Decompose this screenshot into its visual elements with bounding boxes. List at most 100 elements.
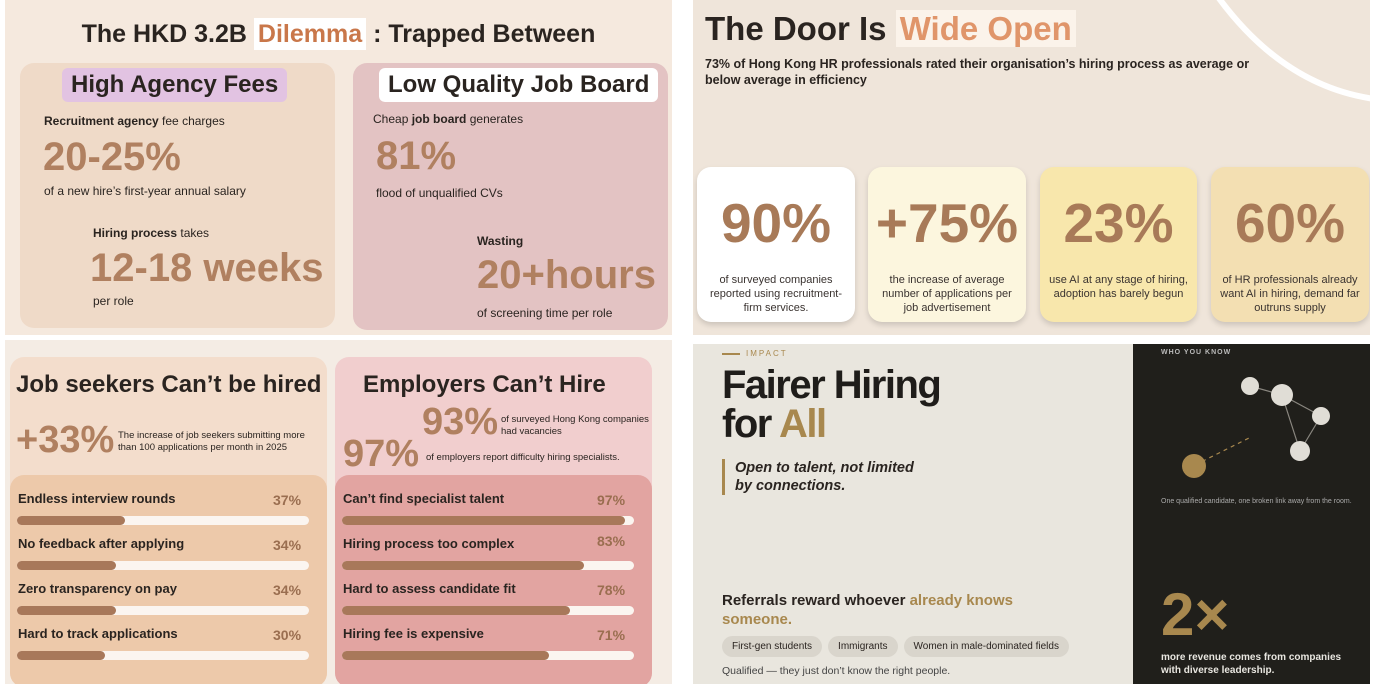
caption: of surveyed Hong Kong companies had vaca…: [501, 414, 649, 437]
bar: [17, 606, 117, 615]
stat: 97%: [343, 433, 420, 475]
agency-card: High Agency Fees Recruitment agency fee …: [20, 63, 335, 328]
bar-label: Can’t find specialist talent: [343, 491, 505, 506]
stat: 23%: [1063, 192, 1174, 254]
caption: of surveyed companies reported using rec…: [709, 274, 843, 314]
text: fee charges: [162, 114, 225, 128]
caption: more revenue comes from companies with d…: [1161, 652, 1342, 676]
stat: 20-25%: [43, 135, 181, 179]
bar-label: Zero transparency on pay: [18, 581, 177, 596]
bar-track: [17, 561, 309, 570]
seekers-card: Job seekers Can’t be hired +33% The incr…: [10, 357, 327, 684]
text: Wasting: [477, 234, 524, 248]
referral: Referrals reward whoever already knows s…: [722, 591, 1052, 629]
impact-panel: IMPACT Fairer Hiring for All Open to tal…: [693, 344, 1133, 684]
bold-text: Recruitment agency: [44, 114, 159, 128]
stat: 2×: [1161, 581, 1230, 648]
caption: use AI at any stage of hiring, adoption …: [1049, 274, 1188, 300]
tag: Women in male-dominated fields: [903, 636, 1069, 657]
stat: +75%: [875, 192, 1019, 254]
stat: +33%: [16, 419, 115, 461]
eyebrow-text: IMPACT: [746, 349, 788, 358]
caption: The increase of job seekers submitting m…: [118, 430, 305, 453]
stat: 12-18 weeks: [90, 246, 324, 290]
dilemma-panel: The HKD 3.2B Dilemma : Trapped Between H…: [5, 0, 672, 335]
bar: [17, 561, 117, 570]
bar-value-label: 83%: [597, 533, 626, 549]
caption: the increase of average number of applic…: [882, 274, 1012, 314]
job-board-card: Low Quality Job Board Cheap job board ge…: [353, 63, 668, 330]
eyebrow: WHO YOU KNOW: [1161, 349, 1232, 356]
title-highlight: Wide Open: [895, 10, 1076, 47]
bar-label: Hiring process too complex: [343, 536, 515, 551]
decor-arc: [1216, 0, 1370, 102]
quote: Open to talent, not limited by connectio…: [722, 459, 932, 495]
gap-panel: Job seekers Can’t be hired +33% The incr…: [5, 340, 672, 684]
side-panel: WHO YOU KNOW One qualified candidate, on…: [1133, 344, 1370, 684]
title-text: : Trapped Between: [373, 20, 596, 48]
line: Hiring process takes: [93, 226, 209, 240]
caption: of employers report difficulty hiring sp…: [426, 452, 620, 463]
caption: per role: [93, 294, 134, 308]
bar-label: Hiring fee is expensive: [343, 626, 484, 641]
bold-text: Hiring process: [93, 226, 178, 240]
bar-label: No feedback after applying: [18, 536, 185, 551]
stat: 20+hours: [477, 253, 656, 297]
bar-track: [17, 606, 309, 615]
bar: [342, 651, 550, 660]
caption: of HR professionals already want AI in h…: [1220, 274, 1360, 314]
bar-track: [17, 516, 309, 525]
bar-track: [17, 651, 309, 660]
title-text: for: [722, 402, 772, 446]
bar-value-label: 34%: [273, 537, 302, 553]
impact-title: Fairer Hiring for All: [722, 363, 942, 446]
tag: First-gen students: [722, 636, 823, 657]
employers-card: Employers Can’t Hire 93% of surveyed Hon…: [335, 357, 652, 684]
card-heading: Job seekers Can’t be hired: [16, 371, 322, 398]
bar-label: Hard to track applications: [18, 626, 178, 641]
stat-card: 90% of surveyed companies reported using …: [697, 167, 855, 322]
caption: of screening time per role: [477, 306, 613, 320]
bar-area: Endless interview rounds 37% No feedback a…: [10, 475, 327, 684]
tag: Immigrants: [828, 636, 898, 657]
bar-value-label: 78%: [597, 582, 626, 598]
text: Cheap: [373, 112, 409, 126]
bar: [17, 516, 126, 525]
bold-text: job board: [411, 112, 467, 126]
stat: 81%: [376, 134, 457, 178]
bar-value-label: 30%: [273, 627, 302, 643]
bar-value-label: 97%: [597, 492, 626, 508]
highlight: already knows someone.: [722, 592, 1013, 628]
bar-value-label: 37%: [273, 492, 302, 508]
door-panel: The Door Is Wide Open 73% of Hong Kong H…: [693, 0, 1370, 335]
text: takes: [180, 226, 210, 240]
bar-area: Can’t find specialist talent 97% Hiring pr…: [335, 475, 652, 684]
bar-value-label: 34%: [273, 582, 302, 598]
stat: 60%: [1234, 192, 1346, 254]
bar: [342, 561, 585, 570]
text: generates: [469, 112, 524, 126]
door-title: The Door Is Wide Open: [705, 10, 1076, 48]
card-heading: Low Quality Job Board: [379, 68, 659, 102]
stat-card: 23% use AI at any stage of hiring, adopti…: [1040, 167, 1197, 322]
title-highlight: All: [778, 402, 827, 446]
line: Recruitment agency fee charges: [44, 114, 225, 128]
bar-label: Endless interview rounds: [18, 491, 176, 506]
bar-label: Hard to assess candidate fit: [343, 581, 516, 596]
card-heading: Employers Can’t Hire: [363, 371, 606, 398]
stat-card: 60% of HR professionals already want AI i…: [1211, 167, 1369, 322]
dilemma-title: The HKD 3.2B Dilemma : Trapped Between: [5, 18, 672, 50]
note: Qualified — they just don’t know the rig…: [722, 665, 951, 677]
stat: 93%: [422, 401, 499, 443]
stat: 90%: [720, 192, 832, 254]
bar: [17, 651, 105, 660]
bar: [342, 606, 570, 615]
bar-value-label: 71%: [597, 627, 626, 643]
title-line: Fairer Hiring: [722, 363, 942, 407]
title-highlight: Dilemma: [253, 18, 367, 50]
title-text: The HKD 3.2B: [81, 20, 247, 48]
network-graph: [1182, 377, 1330, 478]
eyebrow: IMPACT: [722, 349, 788, 358]
tags: First-gen students Immigrants Women in mal…: [722, 636, 1075, 657]
